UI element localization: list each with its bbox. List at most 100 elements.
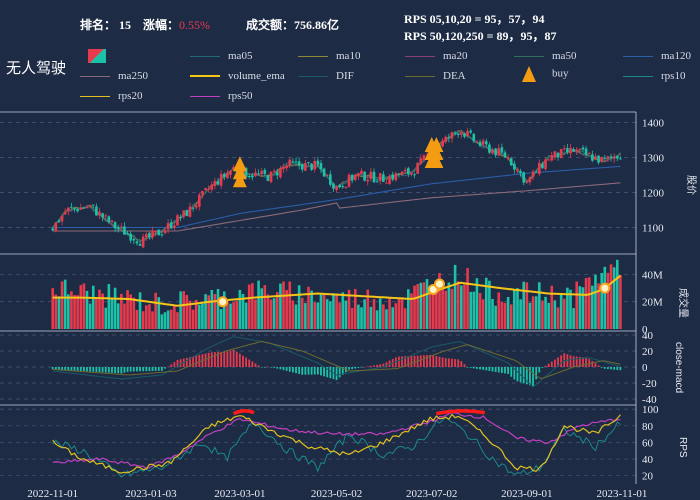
volume-bar <box>144 305 148 329</box>
volume-bar <box>238 289 242 329</box>
legend-item-ma50[interactable]: ma50 <box>514 50 576 62</box>
candle-body <box>188 206 192 217</box>
macd-histogram-bar <box>447 358 450 367</box>
legend-item-rps50[interactable]: rps50 <box>190 90 252 102</box>
legend-item-ma05[interactable]: ma05 <box>190 50 252 62</box>
candle-body <box>506 156 510 159</box>
candle-body <box>279 167 282 178</box>
rps20-line <box>52 413 621 474</box>
macd-histogram-bar <box>522 367 525 384</box>
volume-bar <box>603 266 607 329</box>
candle-body <box>603 157 607 159</box>
panel-frames <box>0 111 637 484</box>
x-tick-label: 2023-05-02 <box>311 488 362 500</box>
macd-histogram-bar <box>285 367 288 371</box>
legend-item-ma20[interactable]: ma20 <box>405 50 467 62</box>
volume-bar <box>176 312 179 329</box>
legend-item-buy[interactable]: buy <box>514 66 569 82</box>
volume-bar <box>313 302 317 329</box>
volume-bar <box>135 309 139 329</box>
volume-bar <box>475 278 479 329</box>
candle-body <box>201 190 204 195</box>
candle-body <box>513 163 516 170</box>
volume-bar <box>615 259 619 329</box>
volume-bar <box>513 289 516 329</box>
volume-bar <box>500 301 504 329</box>
legend-item-rps20[interactable]: rps20 <box>80 90 142 102</box>
legend-item-ma250[interactable]: ma250 <box>80 70 148 82</box>
macd-histogram-bar <box>326 367 329 378</box>
legend-item-dif[interactable]: DIF <box>298 70 354 82</box>
volume-bar <box>226 301 229 329</box>
legend-item-ma120[interactable]: ma120 <box>623 50 691 62</box>
volume-bar <box>325 299 329 329</box>
volume-bar <box>67 294 70 329</box>
volume-bar <box>157 297 161 329</box>
legend-item-ma10[interactable]: ma10 <box>298 50 360 62</box>
candle-body <box>572 148 575 152</box>
volume-bar <box>522 281 526 329</box>
macd-histogram-bar <box>58 367 60 370</box>
macd-histogram-bar <box>388 360 391 367</box>
volume-bar <box>110 299 114 329</box>
candle-body <box>307 162 310 164</box>
legend-item-dea[interactable]: DEA <box>405 70 466 82</box>
buy-marker <box>232 164 247 180</box>
volume-bar <box>98 289 101 329</box>
price-tick-label: 1100 <box>642 223 664 235</box>
candle-body <box>300 164 304 170</box>
candle-body <box>316 160 320 165</box>
candle-body <box>450 132 454 139</box>
volume-bar <box>494 305 497 329</box>
volume-bar <box>213 294 217 329</box>
volume-bar <box>304 303 307 329</box>
macd-histogram-bar <box>504 367 506 374</box>
candle-body <box>85 207 89 209</box>
macd-histogram-bar <box>591 361 594 367</box>
legend-item-rps10[interactable]: rps10 <box>623 70 685 82</box>
macd-panel <box>51 336 622 388</box>
candle-body <box>294 161 298 163</box>
volume-bar <box>438 272 441 329</box>
macd-histogram-bar <box>513 367 516 380</box>
volume-bar <box>291 300 295 329</box>
macd-histogram-bar <box>301 367 304 375</box>
volume-bar <box>528 302 532 329</box>
macd-histogram-bar <box>497 367 500 373</box>
macd-histogram-bar <box>101 367 104 373</box>
macd-histogram-bar <box>54 367 57 370</box>
legend-label: rps50 <box>228 90 253 102</box>
macd-histogram-bar <box>223 351 226 367</box>
macd-histogram-bar <box>500 367 503 373</box>
macd-histogram-bar <box>307 367 310 375</box>
legend-label: rps20 <box>118 90 143 102</box>
candle-body <box>157 229 161 236</box>
macd-histogram-bar <box>104 367 107 373</box>
macd-histogram-bar <box>544 365 547 367</box>
volume-bar <box>57 296 61 329</box>
buy-marker <box>232 156 247 172</box>
volume-bar <box>503 302 507 329</box>
candle-body <box>491 149 494 154</box>
volume-bar <box>472 291 476 329</box>
macd-histogram-bar <box>139 367 141 372</box>
candle-body <box>285 165 288 169</box>
candle-body <box>251 175 254 178</box>
macd-histogram-bar <box>126 367 129 372</box>
macd-histogram-bar <box>111 367 113 373</box>
volume-bar <box>556 307 560 329</box>
ma120-swatch-icon <box>623 55 653 57</box>
candle-body <box>360 170 363 175</box>
candle-body <box>266 175 270 181</box>
rps-tick-label: 60 <box>642 437 654 449</box>
macd-histogram-bar <box>320 367 322 376</box>
macd-histogram-bar <box>529 367 531 386</box>
candle-body <box>313 160 317 170</box>
macd-histogram-bar <box>550 361 553 367</box>
candle-body <box>481 140 485 145</box>
volume-signal-dot <box>217 296 229 308</box>
macd-histogram-bar <box>535 367 538 380</box>
volume-bar <box>113 287 117 329</box>
buy-marker <box>429 153 444 168</box>
legend-item-volume-ema[interactable]: volume_ema <box>190 70 285 82</box>
